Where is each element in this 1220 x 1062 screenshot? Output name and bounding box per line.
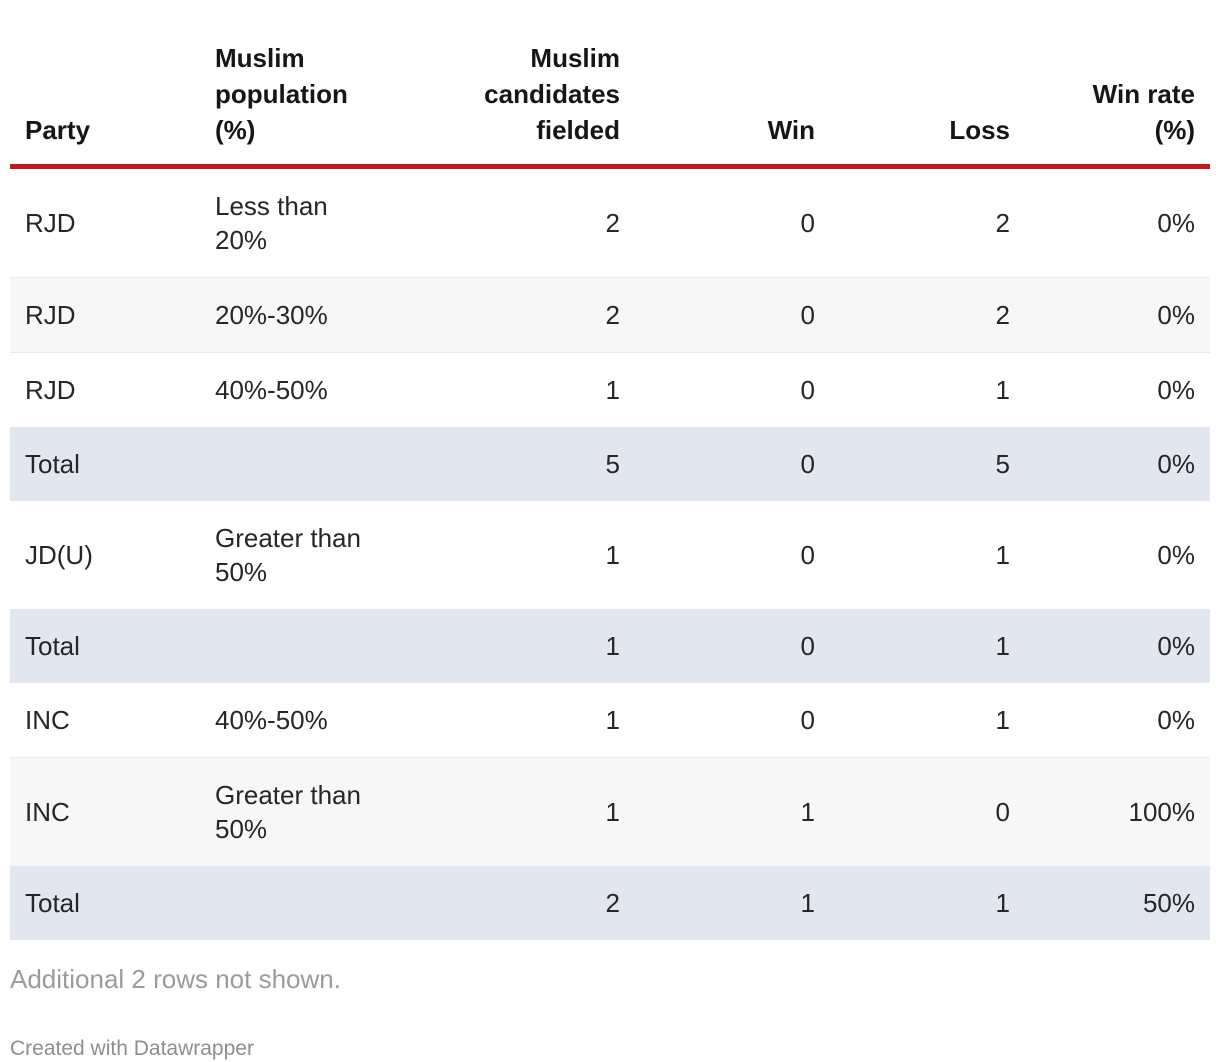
- table-row: INC 40%-50% 1 0 1 0%: [10, 683, 1210, 758]
- cell-loss: 1: [995, 631, 1010, 661]
- cell-candidates: 2: [605, 888, 620, 918]
- header-row: Party Muslim population (%) Muslim candida…: [10, 0, 1210, 167]
- cell-population: 40%-50%: [215, 705, 328, 735]
- cell-party: INC: [25, 705, 70, 735]
- datawrapper-credit: Created with Datawrapper: [10, 1037, 254, 1060]
- cell-party: RJD: [25, 375, 76, 405]
- cell-win_rate: 0%: [1157, 300, 1195, 330]
- cell-population: [200, 427, 445, 501]
- cell-candidates: 1: [605, 375, 620, 405]
- cell-win_rate: 0%: [1157, 631, 1195, 661]
- total-row: Total 5 0 5 0%: [10, 427, 1210, 501]
- cell-loss: 1: [995, 540, 1010, 570]
- cell-win_rate: 50%: [1142, 888, 1195, 918]
- cell-candidates: 2: [605, 208, 620, 238]
- cell-candidates: 1: [605, 797, 620, 827]
- cell-candidates: 1: [605, 631, 620, 661]
- cell-party: JD(U): [25, 540, 93, 570]
- cell-win: 0: [800, 631, 815, 661]
- cell-win: 1: [800, 797, 815, 827]
- column-header-win_rate: Win rate (%): [1092, 79, 1195, 145]
- table-row: INC Greater than 50% 1 1 0 100%: [10, 757, 1210, 866]
- table-row: RJD Less than 20% 2 0 2 0%: [10, 167, 1210, 278]
- cell-win: 0: [800, 540, 815, 570]
- cell-population: Greater than 50%: [215, 780, 361, 844]
- cell-party: RJD: [25, 300, 76, 330]
- results-table: Party Muslim population (%) Muslim candida…: [10, 0, 1210, 940]
- cell-win_rate: 0%: [1157, 705, 1195, 735]
- cell-loss: 1: [995, 705, 1010, 735]
- cell-loss: 2: [995, 300, 1010, 330]
- table-body: RJD Less than 20% 2 0 2 0% RJD 20%-30% 2 0 2 0% RJD 4…: [10, 167, 1210, 940]
- table-header: Party Muslim population (%) Muslim candida…: [10, 0, 1210, 167]
- cell-party: Total: [25, 631, 80, 661]
- cell-win: 0: [800, 375, 815, 405]
- cell-candidates: 5: [605, 449, 620, 479]
- cell-loss: 1: [995, 375, 1010, 405]
- cell-loss: 5: [995, 449, 1010, 479]
- cell-population: [200, 866, 445, 940]
- cell-population: 20%-30%: [215, 300, 328, 330]
- additional-rows-note: Additional 2 rows not shown.: [10, 964, 341, 994]
- cell-party: Total: [25, 449, 80, 479]
- cell-population: 40%-50%: [215, 375, 328, 405]
- cell-win_rate: 0%: [1157, 449, 1195, 479]
- column-header-party: Party: [25, 115, 91, 145]
- cell-win: 1: [800, 888, 815, 918]
- cell-win_rate: 0%: [1157, 208, 1195, 238]
- column-header-win: Win: [767, 115, 815, 145]
- cell-win: 0: [800, 300, 815, 330]
- cell-win_rate: 0%: [1157, 540, 1195, 570]
- cell-loss: 1: [995, 888, 1010, 918]
- cell-win: 0: [800, 705, 815, 735]
- column-header-population: Muslim population (%): [215, 43, 348, 145]
- total-row: Total 1 0 1 0%: [10, 609, 1210, 683]
- cell-win_rate: 100%: [1128, 797, 1196, 827]
- cell-loss: 0: [995, 797, 1010, 827]
- cell-party: Total: [25, 888, 80, 918]
- column-header-candidates: Muslim candidates fielded: [484, 43, 620, 145]
- cell-win_rate: 0%: [1157, 375, 1195, 405]
- cell-party: INC: [25, 797, 70, 827]
- cell-population: [200, 609, 445, 683]
- cell-loss: 2: [995, 208, 1010, 238]
- table-row: RJD 40%-50% 1 0 1 0%: [10, 352, 1210, 428]
- cell-population: Greater than 50%: [215, 523, 361, 587]
- column-header-loss: Loss: [949, 115, 1010, 145]
- table-row: RJD 20%-30% 2 0 2 0%: [10, 277, 1210, 353]
- cell-candidates: 1: [605, 705, 620, 735]
- cell-candidates: 1: [605, 540, 620, 570]
- cell-candidates: 2: [605, 300, 620, 330]
- table-row: JD(U) Greater than 50% 1 0 1 0%: [10, 501, 1210, 609]
- cell-win: 0: [800, 208, 815, 238]
- cell-population: Less than 20%: [215, 191, 328, 255]
- total-row: Total 2 1 1 50%: [10, 866, 1210, 940]
- cell-party: RJD: [25, 208, 76, 238]
- cell-win: 0: [800, 449, 815, 479]
